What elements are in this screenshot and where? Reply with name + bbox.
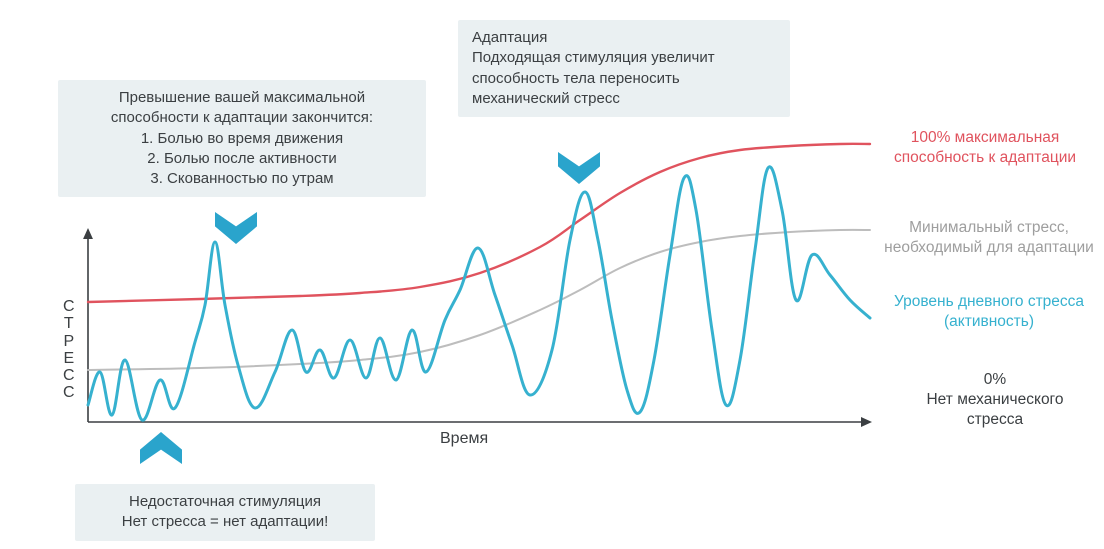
legend-zero: 0%Нет механическогостресса [905,370,1085,430]
legend-line: Нет механического [905,390,1085,410]
legend-line: стресса [905,410,1085,430]
legend-line: необходимый для адаптации [876,238,1102,258]
chevron-down-icon [558,152,600,184]
legend-min-stress: Минимальный стресс,необходимый для адапт… [876,218,1102,258]
legend-line: Уровень дневного стресса [876,292,1102,312]
chevron-down-icon [215,212,257,244]
callout-line: Подходящая стимуляция увеличит [472,48,776,68]
callout-overload: Превышение вашей максимальнойспособности… [58,80,426,197]
callout-line: 3. Скованностью по утрам [72,169,412,189]
callout-line: способности к адаптации закончится: [72,108,412,128]
y-axis-label: С Т Р Е С С [63,298,75,402]
legend-max-adapt: 100% максимальнаяспособность к адаптации [880,128,1090,168]
legend-line: 100% максимальная [880,128,1090,148]
x-axis-label: Время [440,430,488,448]
callout-line: механический стресс [472,89,776,109]
callout-line: Нет стресса = нет адаптации! [89,512,361,532]
legend-line: способность к адаптации [880,148,1090,168]
callout-adaptation: АдаптацияПодходящая стимуляция увеличитс… [458,20,790,117]
chevron-up-icon [140,432,182,464]
callout-line: Недостаточная стимуляция [89,492,361,512]
legend-line: Минимальный стресс, [876,218,1102,238]
legend-line: (активность) [876,312,1102,332]
curve-activity [88,167,870,420]
callout-line: 2. Болью после активности [72,149,412,169]
callout-understimulation: Недостаточная стимуляцияНет стресса = не… [75,484,375,541]
callout-line: способность тела переносить [472,69,776,89]
chart-stage: С Т Р Е С С Время Превышение вашей макси… [0,0,1104,549]
legend-line: 0% [905,370,1085,390]
callout-line: Превышение вашей максимальной [72,88,412,108]
legend-activity: Уровень дневного стресса(активность) [876,292,1102,332]
callout-line: Адаптация [472,28,776,48]
callout-line: 1. Болью во время движения [72,129,412,149]
